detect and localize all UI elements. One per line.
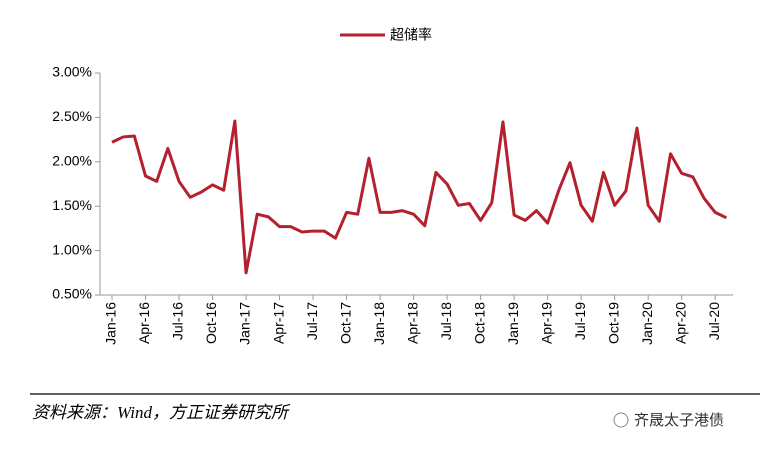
x-tick-label: Apr-16 bbox=[136, 302, 152, 344]
data-line bbox=[111, 119, 727, 275]
source-note: 资料来源：Wind，方正证券研究所 bbox=[32, 403, 291, 422]
legend-label: 超储率 bbox=[390, 27, 432, 43]
x-tick-label: Jan-16 bbox=[103, 302, 119, 345]
y-tick-label: 1.50% bbox=[52, 197, 92, 213]
x-tick-label: Jul-17 bbox=[304, 302, 320, 340]
x-tick-label: Apr-19 bbox=[538, 302, 554, 344]
x-tick-label: Jul-20 bbox=[706, 302, 722, 340]
x-tick-label: Jan-20 bbox=[639, 302, 655, 345]
x-tick-label: Apr-18 bbox=[404, 302, 420, 344]
x-tick-label: Jan-17 bbox=[237, 302, 253, 345]
x-tick-label: Oct-17 bbox=[337, 302, 353, 344]
y-tick-label: 2.00% bbox=[52, 153, 92, 169]
x-tick-label: Jan-19 bbox=[505, 302, 521, 345]
watermark: 齐晟太子港债 bbox=[634, 412, 724, 429]
x-tick-label: Oct-16 bbox=[203, 302, 219, 344]
y-tick-label: 0.50% bbox=[52, 286, 92, 302]
x-tick-label: Apr-17 bbox=[270, 302, 286, 344]
y-tick-label: 1.00% bbox=[52, 241, 92, 257]
y-tick-label: 2.50% bbox=[52, 108, 92, 124]
watermark-icon bbox=[613, 412, 629, 428]
y-tick-label: 3.00% bbox=[52, 64, 92, 80]
x-tick-label: Jul-16 bbox=[170, 302, 186, 340]
x-tick-label: Apr-20 bbox=[672, 302, 688, 344]
x-tick-label: Oct-18 bbox=[471, 302, 487, 344]
x-tick-label: Oct-19 bbox=[605, 302, 621, 344]
x-tick-label: Jul-19 bbox=[572, 302, 588, 340]
x-tick-label: Jul-18 bbox=[438, 302, 454, 340]
x-tick-label: Jan-18 bbox=[371, 302, 387, 345]
